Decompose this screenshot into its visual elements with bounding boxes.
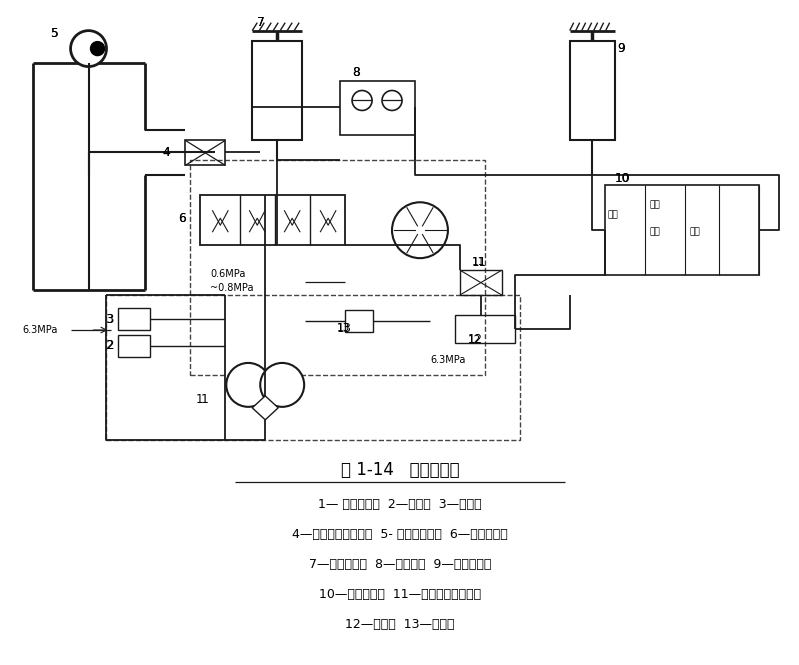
- Text: 上升: 上升: [650, 201, 660, 209]
- Text: 5: 5: [50, 27, 58, 40]
- Circle shape: [260, 363, 304, 407]
- Text: 图 1-14   液压原理图: 图 1-14 液压原理图: [340, 461, 459, 479]
- Polygon shape: [252, 396, 278, 420]
- Text: 7—往复液压缸  8—单向阀组  9—升降液压缸: 7—往复液压缸 8—单向阀组 9—升降液压缸: [308, 558, 491, 571]
- Text: 9: 9: [618, 42, 626, 55]
- Text: 3: 3: [105, 313, 113, 326]
- Text: 13: 13: [337, 323, 350, 333]
- Text: 12—电磁阀  13—安全阀: 12—电磁阀 13—安全阀: [345, 618, 455, 631]
- Text: 7: 7: [257, 16, 265, 29]
- Circle shape: [226, 363, 270, 407]
- Bar: [340, 80, 415, 136]
- Bar: [201, 196, 345, 245]
- Text: 13: 13: [337, 321, 352, 334]
- Bar: [190, 160, 485, 375]
- Bar: [118, 308, 150, 330]
- Text: 放松: 放松: [650, 227, 660, 237]
- Text: 10: 10: [614, 172, 630, 185]
- Text: 夹紧: 夹紧: [607, 211, 618, 219]
- Circle shape: [392, 202, 448, 258]
- Bar: [105, 295, 520, 440]
- Text: 9: 9: [618, 42, 625, 55]
- Text: 6.3MPa: 6.3MPa: [22, 325, 58, 335]
- Text: 4: 4: [162, 146, 170, 159]
- Text: 4—分路式流量调节阀  5- 摆线液压马达  6—往复方向阀: 4—分路式流量调节阀 5- 摆线液压马达 6—往复方向阀: [292, 528, 508, 541]
- Text: 11: 11: [472, 257, 485, 267]
- Bar: [252, 41, 302, 140]
- Text: 6: 6: [178, 211, 186, 225]
- Text: ~0.8MPa: ~0.8MPa: [210, 283, 254, 293]
- Circle shape: [90, 42, 105, 56]
- Text: 10: 10: [614, 172, 630, 185]
- Text: 7: 7: [257, 16, 264, 29]
- Circle shape: [352, 90, 372, 110]
- Bar: [460, 270, 502, 295]
- Bar: [605, 186, 759, 275]
- Text: 8: 8: [352, 66, 360, 79]
- Text: 4: 4: [162, 146, 170, 159]
- Circle shape: [70, 31, 106, 66]
- Bar: [570, 41, 614, 140]
- Text: 5: 5: [50, 27, 58, 40]
- Bar: [455, 315, 515, 343]
- Text: 3: 3: [106, 313, 114, 326]
- Text: 6.3MPa: 6.3MPa: [430, 355, 465, 365]
- Text: 12: 12: [468, 333, 483, 346]
- Circle shape: [382, 90, 402, 110]
- Bar: [345, 310, 373, 332]
- Text: 1: 1: [195, 394, 203, 406]
- Text: 1: 1: [201, 394, 209, 406]
- Text: 下降: 下降: [690, 227, 700, 237]
- Bar: [185, 140, 225, 166]
- Text: 2: 2: [106, 339, 114, 352]
- Text: 6: 6: [178, 211, 186, 225]
- Text: 1— 双联叶片泵  2—安全阀  3—背压阀: 1— 双联叶片泵 2—安全阀 3—背压阀: [318, 498, 482, 511]
- Text: 10—升降换向阀  11—分路式流量调节阀: 10—升降换向阀 11—分路式流量调节阀: [319, 588, 481, 601]
- Bar: [118, 335, 150, 357]
- Text: 11: 11: [472, 255, 487, 269]
- Text: 0.6MPa: 0.6MPa: [210, 269, 246, 279]
- Text: 8: 8: [352, 66, 360, 79]
- Text: 12: 12: [468, 335, 481, 345]
- Text: 2: 2: [105, 339, 113, 352]
